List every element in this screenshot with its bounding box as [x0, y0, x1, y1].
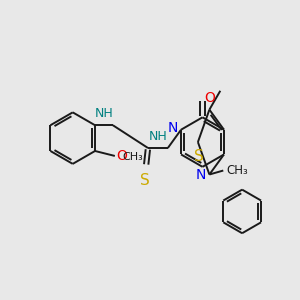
Text: NH: NH [148, 130, 167, 143]
Text: N: N [195, 168, 206, 182]
Text: NH: NH [94, 107, 113, 120]
Text: O: O [116, 149, 127, 163]
Text: S: S [140, 173, 150, 188]
Text: CH₃: CH₃ [123, 152, 143, 162]
Text: N: N [168, 121, 178, 135]
Text: S: S [194, 149, 204, 164]
Text: O: O [204, 92, 215, 106]
Text: CH₃: CH₃ [226, 164, 248, 177]
